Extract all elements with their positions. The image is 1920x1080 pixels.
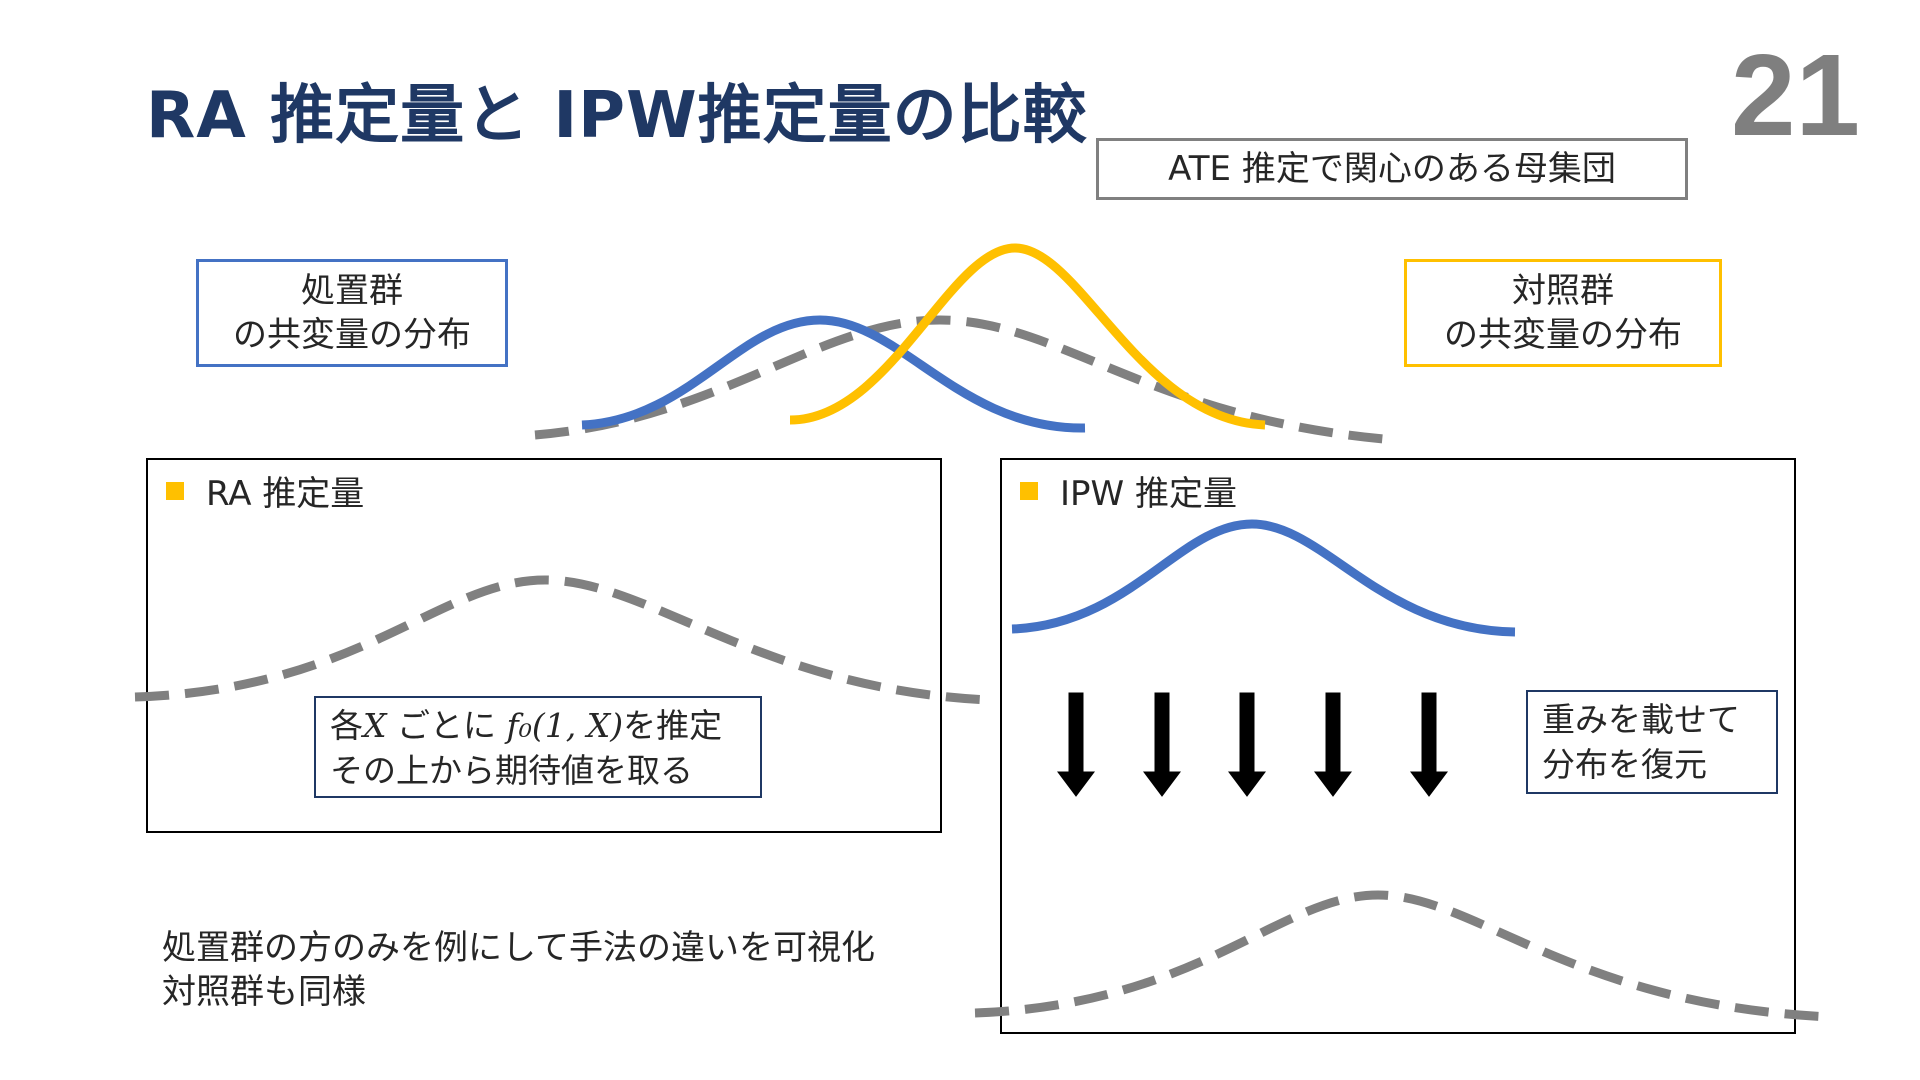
- ipw-panel-heading: IPW 推定量: [1020, 466, 1237, 515]
- treated-curve-top: [581, 315, 1086, 433]
- bullet-square-icon: [166, 481, 184, 500]
- ra-note-box: 各X ごとに f₀(1, X)を推定 その上から期待値を取る: [314, 696, 762, 798]
- ra-note-prefix: 各: [330, 706, 363, 745]
- population-curve-top: [534, 315, 1396, 445]
- caption-line2: 対照群も同様: [162, 972, 366, 1013]
- ipw-note-box: 重みを載せて 分布を復元: [1526, 690, 1778, 794]
- ipw-note-line2: 分布を復元: [1542, 744, 1707, 784]
- control-label-box: 対照群 の共変量の分布: [1404, 259, 1722, 367]
- treated-label-line2: の共変量の分布: [233, 315, 471, 355]
- ra-note-suffix: を推定: [623, 706, 723, 745]
- control-curve-top: [789, 243, 1266, 430]
- control-label-line2: の共変量の分布: [1444, 315, 1682, 355]
- ra-note-mid: ごとに: [386, 706, 507, 745]
- treated-label-line1: 処置群: [301, 270, 403, 311]
- ra-note-line2: その上から期待値を取る: [330, 750, 693, 790]
- ipw-heading-text: IPW 推定量: [1060, 474, 1237, 514]
- control-label-line1: 対照群: [1512, 270, 1614, 311]
- bullet-square-icon: [1020, 481, 1038, 500]
- ra-note-formula: f₀(1, X): [506, 706, 624, 745]
- population-label-box: ATE 推定で関心のある母集団: [1096, 138, 1688, 200]
- ra-note-line1: 各X ごとに f₀(1, X)を推定: [330, 704, 746, 749]
- population-label: ATE 推定で関心のある母集団: [1168, 148, 1616, 189]
- ra-panel-heading: RA 推定量: [166, 466, 364, 515]
- caption-line1: 処置群の方のみを例にして手法の違いを可視化: [162, 928, 875, 968]
- page-number: 21: [1730, 30, 1860, 160]
- ra-note-var: X: [363, 706, 387, 745]
- bottom-caption: 処置群の方のみを例にして手法の違いを可視化 対照群も同様: [162, 926, 875, 1014]
- ra-heading-text: RA 推定量: [206, 474, 365, 514]
- treated-label-box: 処置群 の共変量の分布: [196, 259, 508, 367]
- slide-title: RA 推定量と IPW推定量の比較: [146, 79, 1088, 153]
- ipw-note-line1: 重みを載せて: [1542, 700, 1740, 739]
